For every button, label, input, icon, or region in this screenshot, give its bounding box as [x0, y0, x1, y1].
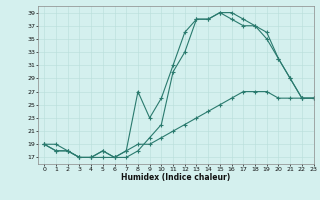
X-axis label: Humidex (Indice chaleur): Humidex (Indice chaleur) — [121, 173, 231, 182]
